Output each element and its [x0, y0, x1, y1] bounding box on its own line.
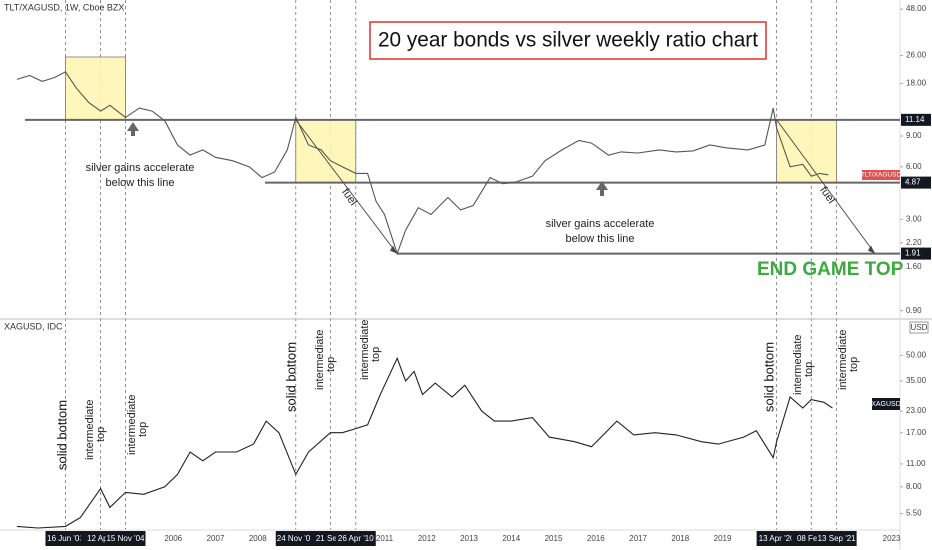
date-marker-tag — [335, 531, 376, 546]
date-marker-tag — [756, 531, 797, 546]
currency-box — [909, 321, 929, 334]
level-label: 1.91 — [905, 249, 921, 258]
y-tick-label: 6.00 — [906, 162, 922, 171]
intermediate-top: intermediate — [792, 334, 804, 395]
headline-box — [369, 21, 767, 60]
x-tick-label: 2017 — [629, 534, 647, 543]
intermediate-top: intermediate — [314, 329, 326, 390]
x-tick-label: 2008 — [249, 534, 267, 543]
x-tick-label: 2013 — [460, 534, 478, 543]
date-marker-tag — [816, 531, 857, 546]
intermediate-top: top — [848, 357, 860, 372]
last-tag — [862, 170, 900, 180]
arrow-head — [390, 245, 397, 254]
date-marker-label: 08 Feb ' — [797, 534, 826, 543]
annotation: below this line — [105, 177, 174, 189]
y-tick-label: 9.00 — [906, 131, 922, 140]
date-marker-tag — [105, 531, 146, 546]
end-game-label: END GAME TOP — [757, 259, 904, 280]
x-tick-label: 2014 — [502, 534, 520, 543]
x-tick-label: 2006 — [164, 534, 182, 543]
currency-label: USD — [911, 323, 928, 332]
intermediate-top: intermediate — [837, 329, 849, 390]
y-tick-label: 17.00 — [906, 428, 927, 437]
y-tick-label: 2.20 — [906, 238, 922, 247]
x-tick-label: 2023 — [883, 534, 901, 543]
level-tag — [901, 176, 931, 189]
date-marker-label: 26 Apr '10 — [338, 534, 374, 543]
fuel-arrow — [776, 119, 876, 254]
last-tag — [872, 398, 900, 410]
date-marker-tag — [275, 531, 316, 546]
date-marker-label: 21 Sep ' — [316, 534, 346, 543]
intermediate-top: top — [370, 347, 382, 362]
highlight-box — [776, 119, 838, 184]
headline: 20 year bonds vs silver weekly ratio cha… — [378, 29, 758, 52]
pane-title: TLT/XAGUSD, 1W, Cboe BZX — [4, 2, 124, 12]
y-tick-label: 26.00 — [906, 51, 927, 60]
fuel-arrow — [295, 119, 398, 254]
y-tick-label: 50.00 — [906, 351, 927, 360]
up-arrow — [596, 181, 608, 196]
last-label: XAGUSD — [871, 401, 901, 408]
last-label: TLT/XAGUSD — [861, 172, 902, 179]
annotation: below this line — [565, 233, 634, 245]
y-tick-label: 0.90 — [906, 306, 922, 315]
x-tick-label: 2012 — [418, 534, 436, 543]
level-label: 11.14 — [905, 115, 925, 124]
intermediate-top: top — [137, 422, 149, 437]
y-tick-label: 48.00 — [906, 4, 927, 13]
pane-title: XAGUSD, IDC — [4, 321, 63, 331]
intermediate-tops: intermediate top intermediate topintermedia… — [84, 319, 860, 460]
y-tick-label: 5.50 — [906, 509, 922, 518]
level-tag — [901, 247, 931, 260]
date-marker-tag — [45, 531, 86, 546]
date-marker-label: 15 Nov '04 — [106, 534, 145, 543]
annotation: silver gains accelerate — [546, 218, 655, 230]
y-tick-label: 1.60 — [906, 262, 922, 271]
date-marker-label: 24 Nov '08 — [277, 534, 316, 543]
up-arrow — [127, 122, 139, 136]
x-tick-label: 2018 — [671, 534, 689, 543]
x-tick-label: 2016 — [587, 534, 605, 543]
level-tag — [901, 113, 931, 126]
x-tick-label: 2019 — [714, 534, 732, 543]
under-layer — [65, 0, 838, 530]
date-marker-label: 13 Sep '21 — [818, 534, 857, 543]
level-label: 4.87 — [905, 178, 921, 187]
solid-bottom: solid bottom — [761, 342, 776, 412]
y-tick-label: 8.00 — [906, 482, 922, 491]
intermediate-top: top — [95, 427, 107, 442]
y-tick-label: 18.00 — [906, 79, 927, 88]
date-marker-label: 13 Apr '20 — [759, 534, 795, 543]
intermediate-top: intermediate — [359, 319, 371, 380]
y-tick-label: 23.00 — [906, 406, 927, 415]
y-tick-label: 11.00 — [906, 459, 926, 468]
date-marker-label: 12 Apr ' — [87, 534, 114, 543]
series-line — [16, 71, 829, 256]
solid-bottom: solid bottom — [283, 342, 298, 412]
y-tick-label: 3.00 — [906, 214, 922, 223]
intermediate-top: top — [325, 357, 337, 372]
x-tick-label: 2015 — [545, 534, 563, 543]
solid-bottom: solid bottom — [54, 400, 69, 470]
x-tick-label: 2007 — [207, 534, 225, 543]
series-line — [16, 356, 833, 529]
intermediate-top: intermediate — [126, 394, 138, 455]
highlight-box — [295, 119, 357, 184]
intermediate-top: top — [803, 362, 815, 377]
arrow-head — [868, 245, 875, 254]
annotation: silver gains accelerate — [86, 162, 195, 174]
y-tick-label: 35.00 — [906, 376, 927, 385]
intermediate-top: intermediate — [84, 399, 96, 460]
date-marker-label: 16 Jun '03 — [47, 534, 84, 543]
x-tick-label: 2011 — [376, 534, 394, 543]
